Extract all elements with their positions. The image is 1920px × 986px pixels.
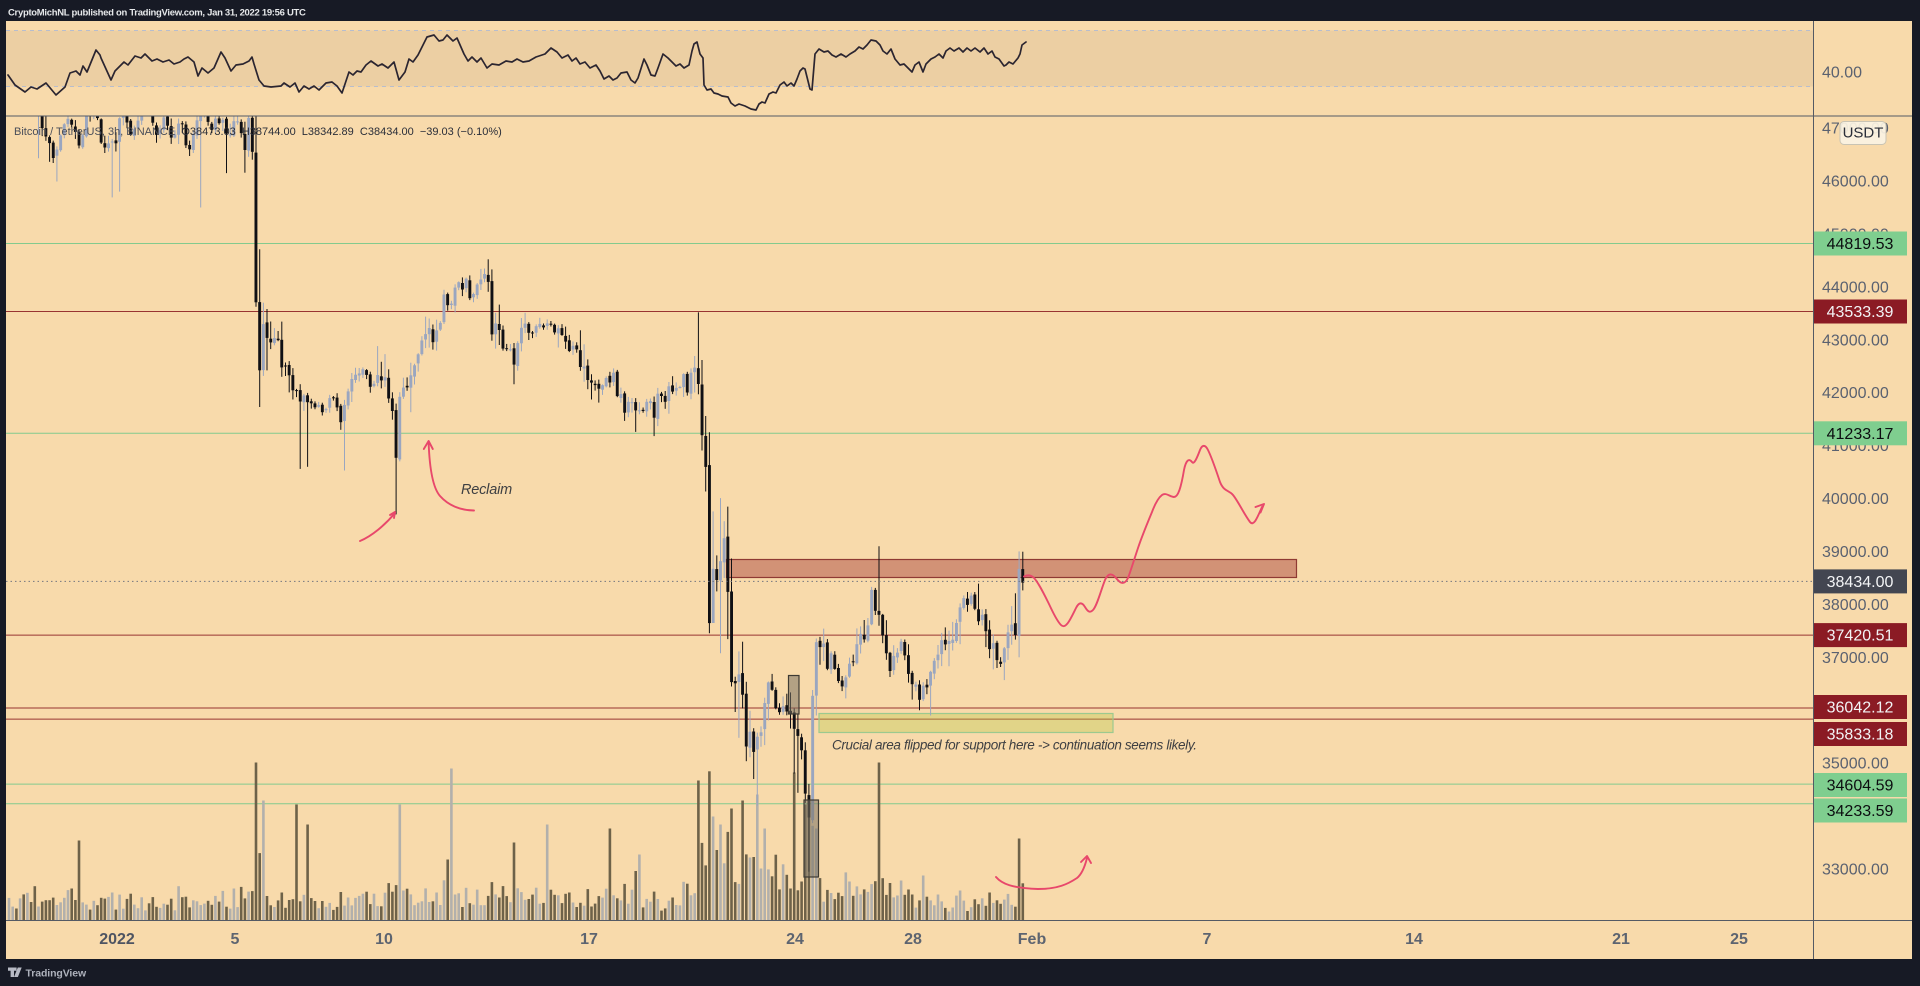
svg-text:40.00: 40.00 [1822,65,1862,82]
svg-text:USDT: USDT [1843,125,1884,142]
svg-text:39000.00: 39000.00 [1822,544,1889,561]
svg-text:34233.59: 34233.59 [1827,803,1894,820]
svg-text:2022: 2022 [99,931,135,948]
svg-text:Crucial area flipped for suppo: Crucial area flipped for support here ->… [832,738,1197,753]
svg-text:25: 25 [1730,931,1748,948]
svg-text:7: 7 [1203,931,1212,948]
svg-text:Feb: Feb [1018,931,1047,948]
svg-text:Bitcoin / TetherUS, 3h, BINANC: Bitcoin / TetherUS, 3h, BINANCE O38473.0… [14,126,502,138]
svg-text:5: 5 [231,931,240,948]
svg-text:38434.00: 38434.00 [1827,574,1894,591]
svg-text:Reclaim: Reclaim [461,482,512,498]
svg-text:24: 24 [786,931,804,948]
svg-text:38000.00: 38000.00 [1822,597,1889,614]
svg-text:41233.17: 41233.17 [1827,426,1894,443]
svg-text:35000.00: 35000.00 [1822,756,1889,773]
svg-text:33000.00: 33000.00 [1822,862,1889,879]
svg-text:17: 17 [580,931,598,948]
svg-text:44000.00: 44000.00 [1822,279,1889,296]
svg-text:14: 14 [1405,931,1423,948]
svg-text:CryptoMichNL published on Trad: CryptoMichNL published on TradingView.co… [8,8,306,19]
svg-text:35833.18: 35833.18 [1827,727,1894,744]
svg-text:28: 28 [904,931,922,948]
svg-text:40000.00: 40000.00 [1822,491,1889,508]
svg-text:43533.39: 43533.39 [1827,304,1894,321]
svg-text:34604.59: 34604.59 [1827,778,1894,795]
svg-text:46000.00: 46000.00 [1822,174,1889,191]
svg-text:TradingView: TradingView [26,968,87,980]
svg-text:37420.51: 37420.51 [1827,628,1894,645]
svg-text:44819.53: 44819.53 [1827,236,1894,253]
svg-text:21: 21 [1612,931,1630,948]
svg-text:10: 10 [375,931,393,948]
svg-text:42000.00: 42000.00 [1822,385,1889,402]
svg-text:43000.00: 43000.00 [1822,332,1889,349]
svg-text:37000.00: 37000.00 [1822,650,1889,667]
svg-text:36042.12: 36042.12 [1827,700,1894,717]
